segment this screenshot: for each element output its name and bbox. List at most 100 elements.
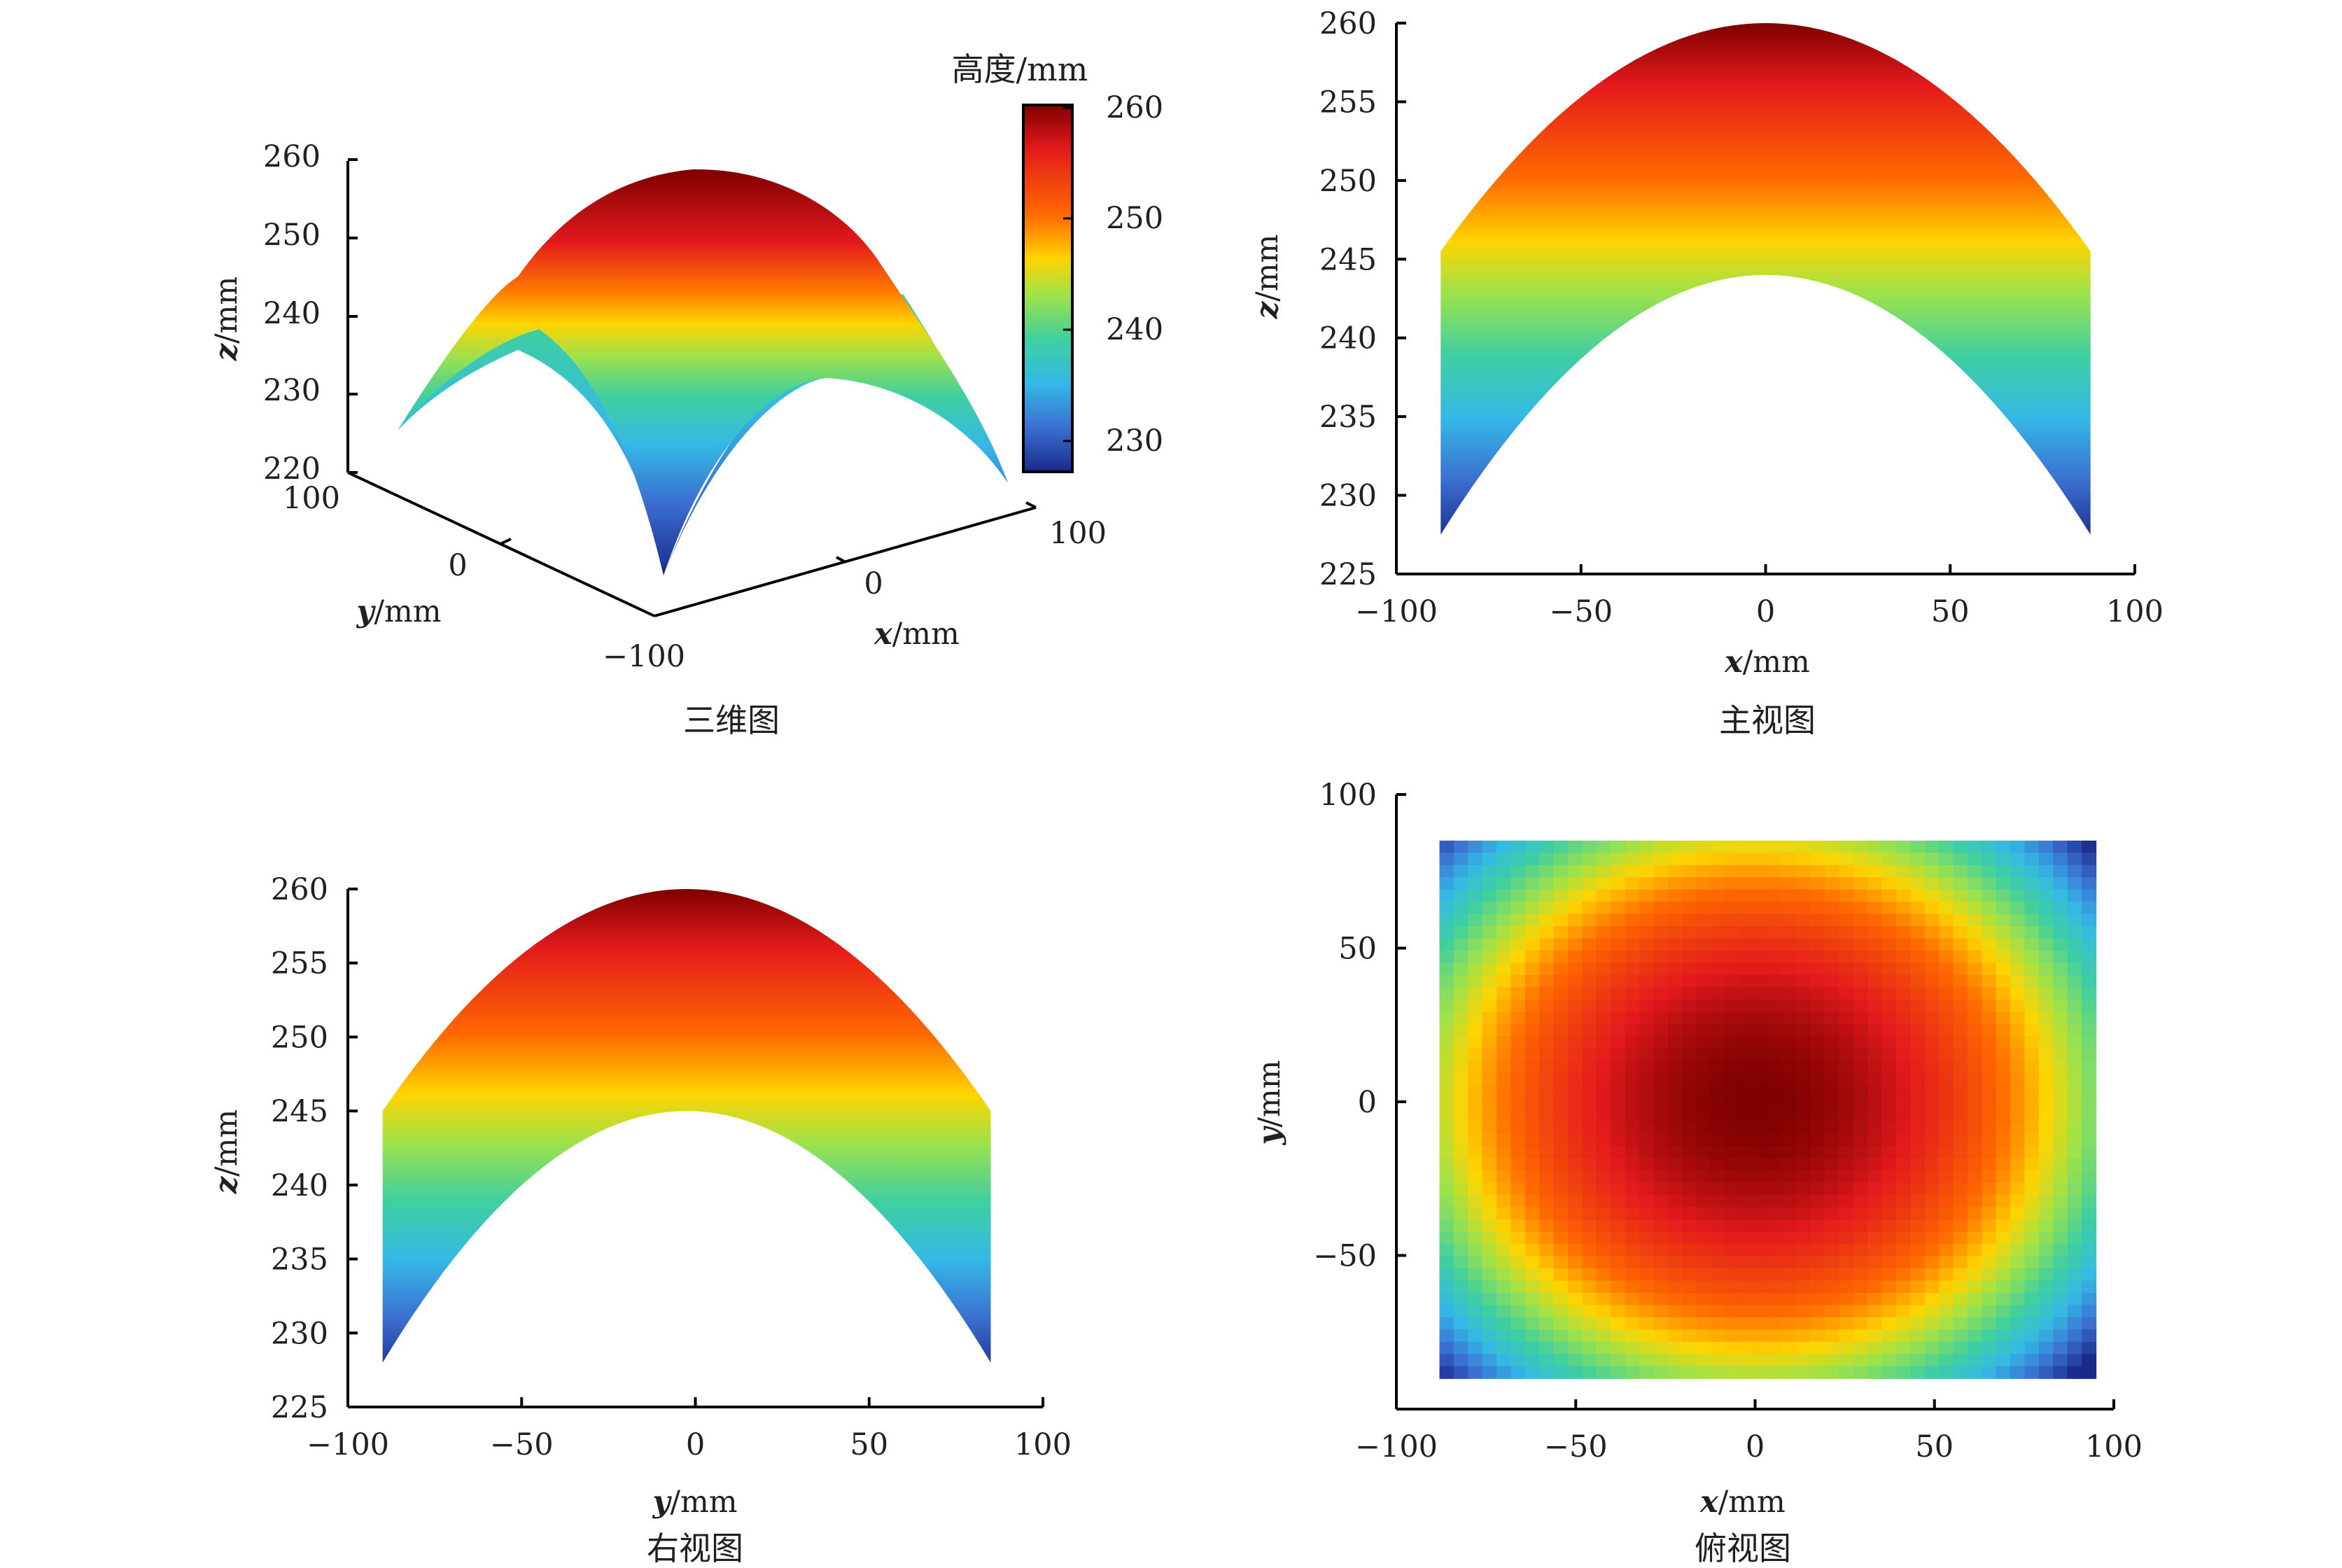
heat-cell (1553, 1060, 1569, 1074)
heat-cell (1867, 1280, 1883, 1294)
heat-cell (1910, 1354, 1926, 1367)
heat-cell (1996, 999, 2011, 1013)
heat-cell (1482, 1317, 1497, 1331)
heat-cell (1910, 974, 1926, 988)
heat-cell (1611, 864, 1626, 878)
heat-cell (1910, 1256, 1926, 1269)
heat-cell (2067, 987, 2082, 1000)
heat-cell (1482, 1219, 1497, 1233)
heat-cell (1895, 1048, 1912, 1061)
heat-cell (1725, 1182, 1740, 1196)
heat-cell (1582, 1280, 1597, 1294)
heat-cell (1725, 877, 1740, 890)
heat-cell (1910, 1109, 1926, 1123)
heat-cell (1611, 938, 1626, 951)
heat-cell (1853, 1305, 1868, 1318)
heat-cell (1910, 1366, 1926, 1379)
heat-cell (2024, 889, 2040, 902)
heat-cell (1996, 853, 2011, 866)
heat-cell (2010, 1036, 2026, 1049)
heat-cell (1939, 999, 1954, 1013)
heat-cell (2024, 1182, 2040, 1196)
heat-cell (1611, 1268, 1626, 1282)
heat-cell (2081, 974, 2097, 988)
panel-3d: 260 250 240 230 220 100 0 −100 0 100 z/m… (209, 139, 1107, 739)
heat-cell (1710, 1085, 1726, 1098)
heat-cell (1781, 1354, 1797, 1367)
top-y-tick-label-3: −50 (1313, 1239, 1377, 1274)
y3d-tick-label-neg100: −100 (603, 639, 685, 674)
heat-cell (1881, 877, 1897, 890)
heat-cell (1567, 1146, 1583, 1159)
heat-cell (1510, 1231, 1526, 1245)
heat-cell (1982, 1011, 1997, 1025)
heat-cell (2024, 913, 2040, 927)
heat-cell (1895, 1207, 1912, 1220)
heat-cell (1453, 1085, 1469, 1098)
front-x-tick-label-0: −100 (1355, 594, 1438, 629)
heat-cell (1796, 889, 1811, 902)
heat-cell (1639, 853, 1655, 866)
heat-cell (1924, 1207, 1940, 1220)
heat-cell (1611, 1072, 1626, 1086)
heat-cell (1682, 1097, 1697, 1110)
heat-cell (1895, 913, 1912, 927)
heat-cell (1796, 999, 1811, 1013)
heat-cell (1453, 1097, 1469, 1110)
heat-cell (2038, 877, 2054, 890)
heat-cell (1453, 864, 1469, 878)
heat-cell (1881, 1280, 1897, 1294)
heat-cell (1625, 1011, 1640, 1025)
heat-cell (1496, 1268, 1512, 1282)
heat-cell (1596, 877, 1611, 890)
heat-cell (1639, 1280, 1655, 1294)
heat-cell (1953, 1182, 1968, 1196)
heat-cell (1982, 1305, 1997, 1318)
side-y-tick-label-6: 230 (271, 1316, 328, 1351)
heat-cell (1996, 1219, 2011, 1233)
heat-cell (1596, 840, 1611, 854)
heat-cell (1739, 864, 1754, 878)
heat-cell (1967, 1182, 1983, 1196)
heat-cell (1839, 1317, 1854, 1331)
heat-cell (1710, 1195, 1726, 1208)
heat-cell (1810, 1036, 1825, 1049)
heat-cell (1439, 1011, 1454, 1025)
heat-cell (1625, 1256, 1640, 1269)
heat-cell (2053, 1072, 2068, 1086)
heat-cell (1468, 1317, 1483, 1331)
heat-cell (1539, 1109, 1555, 1123)
heat-cell (1510, 1366, 1526, 1379)
heat-cell (1839, 1244, 1854, 1257)
heat-cell (1767, 1195, 1783, 1208)
heat-cell (1596, 1292, 1611, 1306)
heat-cell (1953, 1341, 1968, 1354)
heat-cell (1924, 1023, 1940, 1037)
heat-cell (1567, 913, 1583, 927)
heat-cell (1953, 950, 1968, 964)
heat-cell (1939, 1109, 1954, 1123)
heat-cell (1682, 1219, 1697, 1233)
heat-cell (1482, 1268, 1497, 1282)
heat-cell (1924, 1219, 1940, 1233)
heat-cell (1881, 1158, 1897, 1172)
heat-cell (1810, 1097, 1825, 1110)
heat-cell (1867, 1317, 1883, 1331)
heat-cell (1924, 1280, 1940, 1294)
heat-cell (1611, 1292, 1626, 1306)
heat-cell (1739, 1341, 1754, 1354)
heat-cell (1553, 1072, 1569, 1086)
heat-cell (1796, 1060, 1811, 1074)
heat-cell (1810, 987, 1825, 1000)
heat-cell (1810, 889, 1825, 902)
heat-cell (2053, 1268, 2068, 1282)
heat-cell (2081, 1133, 2097, 1147)
heat-cell (1639, 1207, 1655, 1220)
heat-cell (1510, 1292, 1526, 1306)
heat-cell (1625, 974, 1640, 988)
heat-cell (1539, 1219, 1555, 1233)
heat-cell (1539, 1329, 1555, 1343)
heat-cell (1939, 926, 1954, 939)
heat-cell (1924, 1036, 1940, 1049)
heat-cell (1924, 1341, 1940, 1354)
